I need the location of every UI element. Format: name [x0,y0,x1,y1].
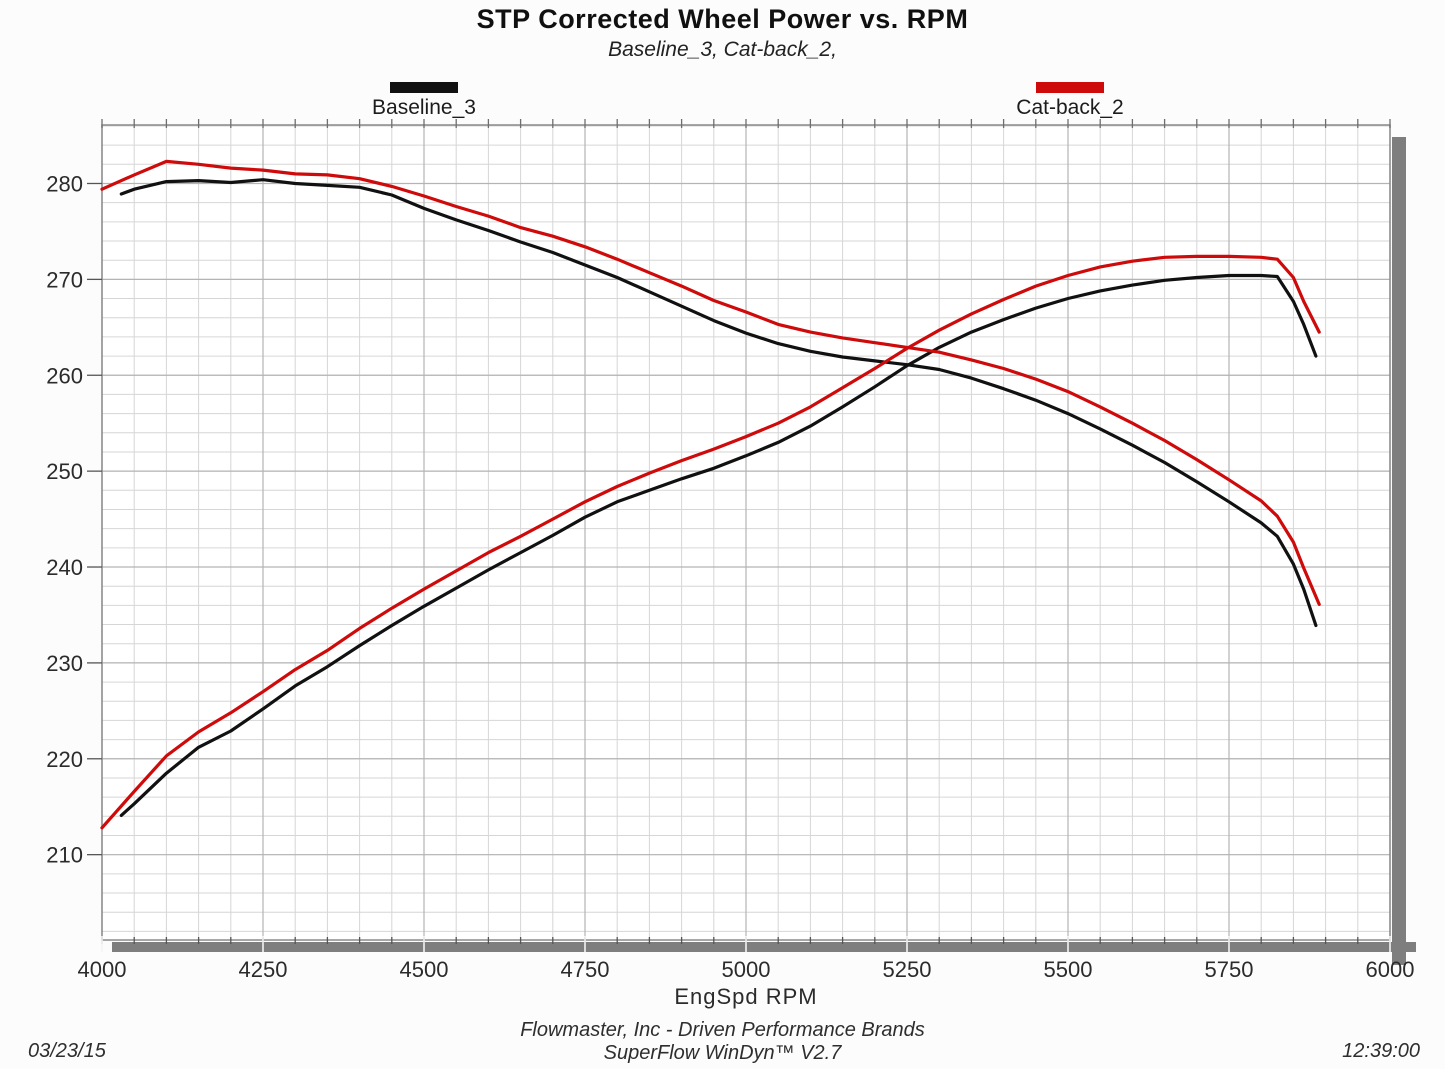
x-tick-label: 5750 [1205,957,1254,982]
plot-shadow-bottom [112,942,1416,952]
x-tick-label: 4000 [78,957,127,982]
series-line-0 [119,273,1318,818]
series-line-1 [100,254,1321,830]
series-line-2 [119,178,1318,628]
x-tick-label: 4750 [561,957,610,982]
x-tick-label: 5250 [883,957,932,982]
axis-ticks [87,119,1391,952]
y-tick-label: 250 [46,459,83,484]
y-tick-label: 260 [46,363,83,388]
series-line-3 [100,159,1321,607]
legend-swatch-catback [1036,82,1104,93]
x-tick-label: 5000 [722,957,771,982]
legend-label-catback: Cat-back_2 [1016,96,1124,119]
y-tick-label: 280 [46,171,83,196]
y-tick-label: 220 [46,747,83,772]
footer-brand-line: Flowmaster, Inc - Driven Performance Bra… [520,1019,925,1041]
y-tick-label: 210 [46,843,83,868]
x-tick-label: 5500 [1044,957,1093,982]
x-tick-label: 4500 [400,957,449,982]
gridlines [101,125,1391,940]
y-tick-label: 270 [46,267,83,292]
chart-title: STP Corrected Wheel Power vs. RPM [476,4,969,34]
plot-shadow-right [1392,137,1406,965]
x-axis-label: EngSpd RPM [674,984,818,1009]
y-tick-label: 240 [46,555,83,580]
chart-subtitle: Baseline_3, Cat-back_2, [608,38,837,61]
tick-labels: 210 220 230 240 250 260 270 280 4000 4250 4500 4750… [46,171,1414,982]
footer-software-line: SuperFlow WinDyn™ V2.7 [603,1042,842,1064]
x-tick-label: 6000 [1366,957,1415,982]
date-label: 03/23/15 [28,1040,106,1062]
legend-item-catback: Cat-back_2 [990,82,1150,120]
x-tick-label: 4250 [239,957,288,982]
time-label: 12:39:00 [1342,1040,1420,1062]
legend-item-baseline: Baseline_3 [344,82,504,120]
legend-label-baseline: Baseline_3 [372,96,476,119]
legend-swatch-baseline [390,82,458,93]
y-tick-label: 230 [46,651,83,676]
